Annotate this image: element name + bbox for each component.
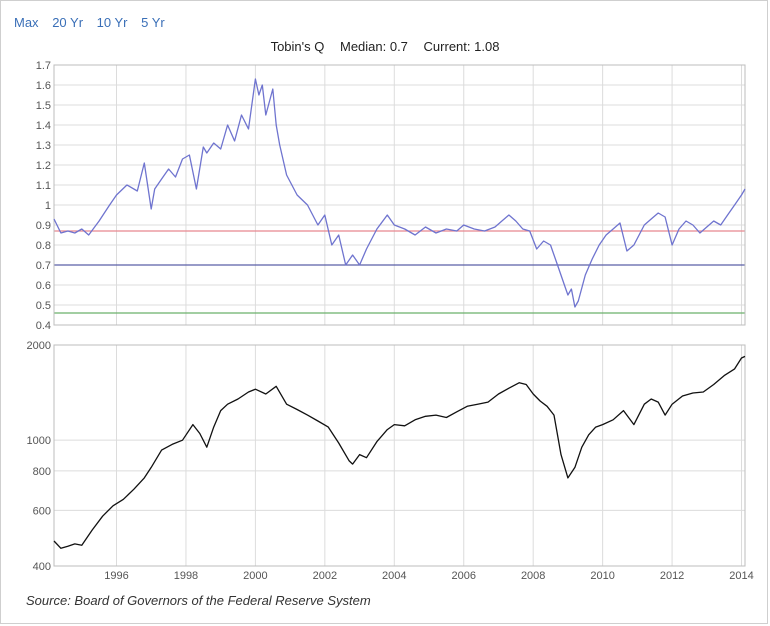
chart-title: Tobin's Q Median: 0.7 Current: 1.08 [0,39,770,54]
y-tick-label: 0.4 [36,320,51,332]
y-tick-label: 1.4 [36,120,51,132]
x-tick-label: 1996 [104,570,128,582]
x-tick-label: 1998 [174,570,198,582]
y-tick-label: 400 [33,561,51,573]
x-tick-label: 2006 [451,570,475,582]
y-tick-label: 1 [45,200,51,212]
y-tick-label: 1.6 [36,80,51,92]
median-label: Median: 0.7 [339,39,408,54]
range-max-link[interactable]: Max [14,15,39,30]
y-tick-label: 0.6 [36,280,51,292]
x-tick-label: 2000 [243,570,267,582]
x-tick-label: 2014 [729,570,753,582]
series-name: Tobin's Q [270,39,325,54]
x-tick-label: 2008 [521,570,545,582]
current-label: Current: 1.08 [423,39,500,54]
source-note: Source: Board of Governors of the Federa… [26,593,371,608]
y-tick-label: 2000 [27,340,51,352]
x-tick-label: 2002 [313,570,337,582]
y-tick-label: 1000 [27,435,51,447]
x-tick-label: 2010 [590,570,614,582]
y-tick-label: 1.3 [36,140,51,152]
y-tick-label: 1.7 [36,60,51,72]
range-selector: Max 20 Yr 10 Yr 5 Yr [14,15,175,30]
y-tick-label: 0.7 [36,260,51,272]
range-5yr-link[interactable]: 5 Yr [141,15,165,30]
y-tick-label: 800 [33,466,51,478]
y-tick-label: 1.1 [36,180,51,192]
y-tick-label: 1.2 [36,160,51,172]
plot-border [53,344,746,567]
plot-border [53,64,746,326]
range-10yr-link[interactable]: 10 Yr [96,15,128,30]
y-tick-label: 0.8 [36,240,51,252]
range-20yr-link[interactable]: 20 Yr [52,15,84,30]
y-tick-label: 1.5 [36,100,51,112]
x-tick-label: 2004 [382,570,406,582]
series-line [53,78,746,308]
y-tick-label: 600 [33,505,51,517]
series-line [53,355,746,549]
x-tick-label: 2012 [660,570,684,582]
y-tick-label: 0.9 [36,220,51,232]
y-tick-label: 0.5 [36,300,51,312]
